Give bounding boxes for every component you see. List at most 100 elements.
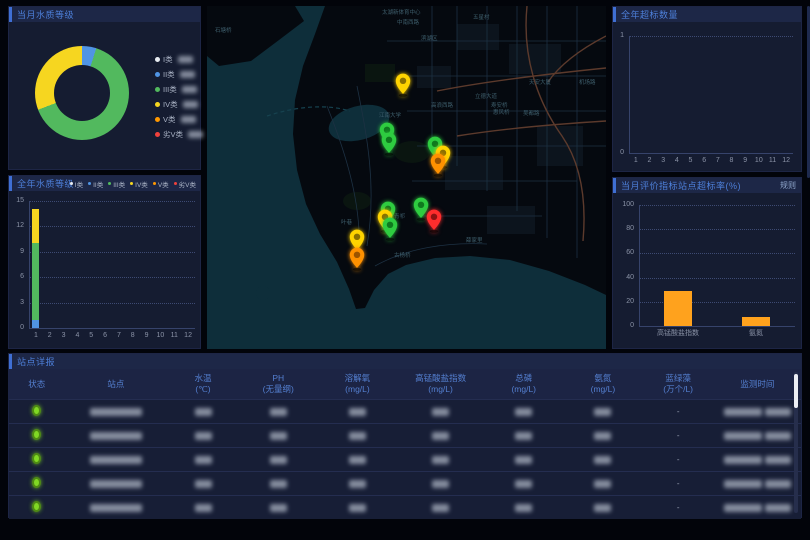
table-cell [167, 431, 238, 440]
legend-item[interactable]: IV类 [155, 97, 203, 112]
map-place-label: 惠风桥 [493, 108, 510, 116]
panel-stations-header: 站点详报 [9, 354, 801, 369]
redacted-value [515, 408, 532, 416]
table-cell [563, 455, 642, 464]
table-cell [714, 407, 801, 416]
y-axis-line [629, 36, 630, 153]
panel-exceed-rate-header: 当月评价指标站点超标率(%) 规则 [613, 178, 801, 193]
legend-item[interactable]: I类 [70, 176, 83, 191]
pin-inner-dot [418, 202, 424, 208]
redacted-station-name [90, 480, 142, 488]
table-row[interactable]: - [9, 471, 801, 495]
stacked-bar-segment [32, 320, 39, 328]
legend-label: II类 [163, 69, 175, 80]
exceed-rate-bar-chart: 020406080100高锰酸盐指数氨氮 [613, 193, 801, 350]
map-canvas[interactable]: 石塘桥太湖新体育中心中南西路滨湖区五星村高浪西路江南大学天安大厦吴都路机场路寿安… [207, 6, 606, 349]
map-place-label: 五星村 [473, 13, 490, 21]
panel-title: 站点详报 [12, 355, 55, 368]
map-place-label: 叶巷 [341, 218, 353, 226]
gridline [29, 277, 195, 278]
month-grade-donut-chart: I类 II类 III类 IV类V类劣V类 [9, 22, 200, 170]
y-axis-tick: 12 [9, 222, 24, 230]
table-cell [9, 501, 64, 514]
annual-grade-stacked-bar-chart: 03691215123456789101112 [9, 191, 200, 350]
redacted-value [195, 408, 212, 416]
pin-inner-dot [400, 78, 406, 84]
panel-title: 全年超标数量 [616, 8, 678, 21]
pin-inner-dot [432, 141, 438, 147]
table-row[interactable]: - [9, 399, 801, 423]
legend-item[interactable]: 劣V类 [174, 176, 196, 191]
pin-inner-dot [354, 252, 360, 258]
table-row[interactable]: - [9, 447, 801, 471]
redacted-value [594, 480, 611, 488]
table-cell [64, 455, 167, 464]
x-axis-line [639, 326, 795, 327]
table-cell [239, 455, 318, 464]
gridline [639, 253, 795, 254]
legend-item[interactable]: IV类 [130, 176, 148, 191]
donut-chart [35, 46, 129, 140]
legend-item[interactable]: II类 [88, 176, 103, 191]
panel-annual-grade-header: 全年水质等级 I类II类III类IV类V类劣V类 [9, 176, 200, 191]
legend-dot [155, 132, 160, 137]
table-row[interactable]: - [9, 423, 801, 447]
rules-link[interactable]: 规则 [780, 178, 796, 193]
table-cell [397, 455, 484, 464]
legend-dot [155, 87, 160, 92]
status-indicator [32, 429, 41, 440]
city-map[interactable]: 石塘桥太湖新体育中心中南西路滨湖区五星村高浪西路江南大学天安大厦吴都路机场路寿安… [207, 6, 606, 349]
table-cell [239, 479, 318, 488]
redacted-timestamp [724, 504, 762, 512]
table-cell [239, 503, 318, 512]
rate-bar [664, 291, 692, 326]
table-scrollbar-thumb[interactable] [794, 374, 798, 408]
gridline [29, 201, 195, 202]
redacted-value [270, 504, 287, 512]
gridline [29, 303, 195, 304]
table-cell [64, 479, 167, 488]
redacted-value [349, 456, 366, 464]
y-axis-tick: 6 [9, 273, 24, 281]
legend-item[interactable]: III类 [155, 82, 203, 97]
map-place-label: 太湖新体育中心 [382, 8, 421, 16]
legend-label: IV类 [135, 179, 148, 189]
redacted-value [349, 480, 366, 488]
redacted-station-name [90, 408, 142, 416]
panel-title: 当月评价指标站点超标率(%) [616, 179, 741, 192]
legend-item[interactable]: V类 [155, 112, 203, 127]
status-indicator [32, 501, 41, 512]
table-cell [714, 455, 801, 464]
legend-item[interactable]: III类 [108, 176, 125, 191]
map-place-label: 古杨桥 [394, 251, 411, 259]
x-axis-tick: 12 [761, 157, 810, 165]
stations-table-header: 状态站点水温(℃)PH(无量纲)溶解氧(mg/L)高锰酸盐指数(mg/L)总磷(… [9, 369, 801, 399]
redacted-value [515, 456, 532, 464]
legend-item[interactable]: 劣V类 [155, 127, 203, 142]
pin-shadow [353, 268, 362, 271]
legend-label: III类 [163, 84, 177, 95]
table-cell: - [643, 479, 714, 488]
redacted-timestamp [765, 432, 791, 440]
table-cell [397, 431, 484, 440]
redacted-value [270, 480, 287, 488]
redacted-value [270, 432, 287, 440]
legend-dot [70, 182, 73, 185]
gridline [29, 226, 195, 227]
redacted-value [195, 456, 212, 464]
redacted-timestamp [724, 480, 762, 488]
gridline [29, 252, 195, 253]
y-axis-tick: 40 [613, 274, 634, 282]
table-cell [167, 503, 238, 512]
pin-inner-dot [384, 127, 390, 133]
redacted-value [178, 56, 193, 63]
legend-item[interactable]: V类 [153, 176, 169, 191]
map-place-label: 高浪西路 [431, 101, 454, 109]
panel-stations: 站点详报 状态站点水温(℃)PH(无量纲)溶解氧(mg/L)高锰酸盐指数(mg/… [8, 353, 802, 518]
redacted-value [432, 432, 449, 440]
legend-item[interactable]: II类 [155, 67, 203, 82]
table-row[interactable]: - [9, 495, 801, 519]
redacted-station-name [90, 504, 142, 512]
legend-item[interactable]: I类 [155, 52, 203, 67]
redacted-value [515, 480, 532, 488]
